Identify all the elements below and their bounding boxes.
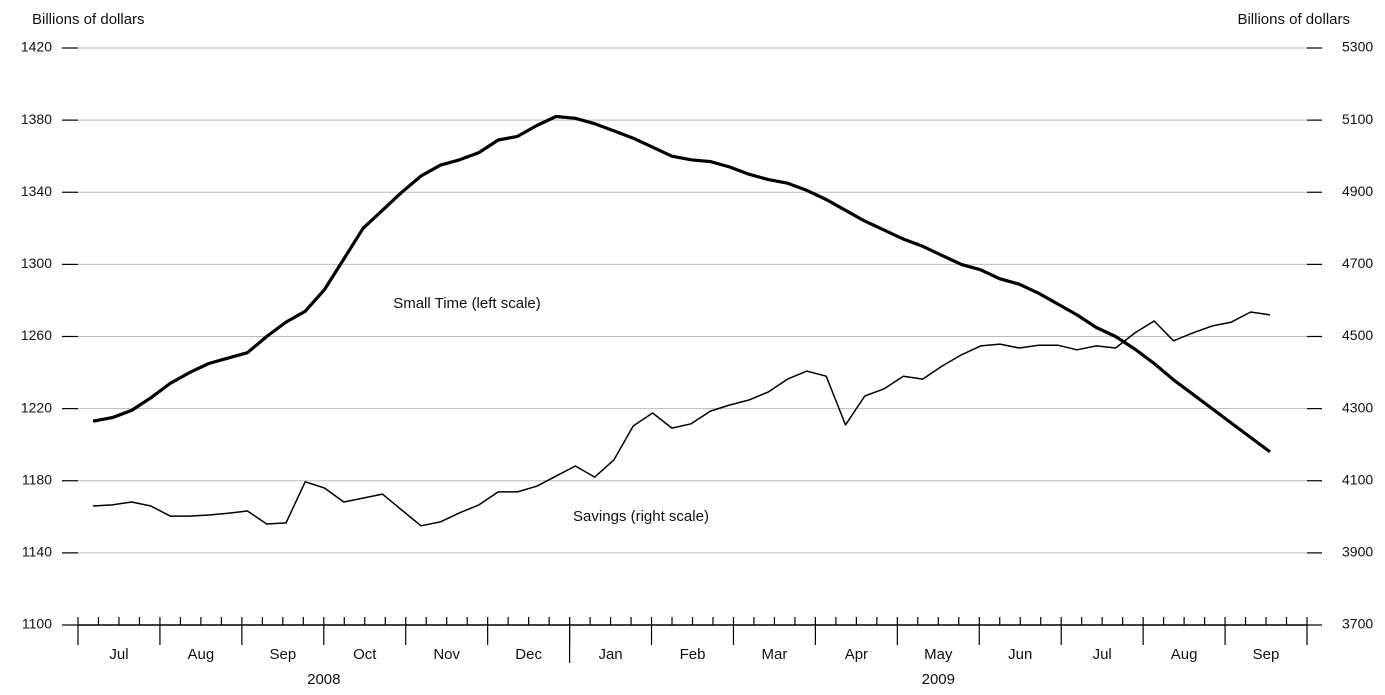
x-tick-label: Nov	[433, 646, 460, 663]
series-line	[92, 114, 1271, 454]
x-tick-label: Oct	[353, 646, 377, 663]
series-line	[92, 311, 1271, 527]
y-tick-label: 1220	[21, 399, 52, 415]
y-tick-label: 1180	[22, 471, 52, 487]
y-tick-label: 1300	[21, 255, 52, 271]
y-tick-label: 1420	[21, 39, 52, 55]
x-tick-label: Feb	[680, 646, 706, 663]
y2-tick-label: 3900	[1342, 544, 1373, 560]
y2-tick-label: 5100	[1342, 111, 1373, 127]
x-tick-label: Mar	[762, 646, 788, 663]
x-tick-label: Apr	[845, 646, 868, 663]
x-tick-label: May	[924, 646, 953, 663]
x-tick-label: Jun	[1008, 646, 1032, 663]
series-annotation: Small Time (left scale)	[393, 295, 541, 312]
y2-tick-label: 4300	[1342, 399, 1373, 415]
x-tick-label: Aug	[1171, 646, 1198, 663]
x-tick-label: Dec	[515, 646, 542, 663]
x-tick-label: Jan	[598, 646, 622, 663]
y2-tick-label: 4900	[1342, 183, 1373, 199]
x-tick-label: Sep	[269, 646, 296, 663]
y-tick-label: 1340	[21, 183, 52, 199]
x-tick-label: Jul	[109, 646, 128, 663]
y-tick-label: 1260	[21, 327, 52, 343]
y-tick-label: 1100	[22, 616, 52, 632]
y2-axis-label: Billions of dollars	[1237, 11, 1350, 28]
y2-tick-label: 4700	[1342, 255, 1373, 271]
x-tick-label: Jul	[1093, 646, 1112, 663]
y2-tick-label: 5300	[1342, 39, 1373, 55]
series-annotation: Savings (right scale)	[573, 508, 709, 525]
y-axis-label: Billions of dollars	[32, 11, 145, 28]
y-tick-label: 1380	[21, 111, 52, 127]
x-tick-label: Sep	[1253, 646, 1280, 663]
y2-tick-label: 4500	[1342, 327, 1373, 343]
y2-tick-label: 4100	[1342, 471, 1373, 487]
y-tick-label: 1140	[22, 544, 52, 560]
x-tick-label: Aug	[188, 646, 215, 663]
y2-tick-label: 3700	[1342, 616, 1373, 632]
year-label: 2009	[922, 671, 955, 688]
year-label: 2008	[307, 671, 340, 688]
